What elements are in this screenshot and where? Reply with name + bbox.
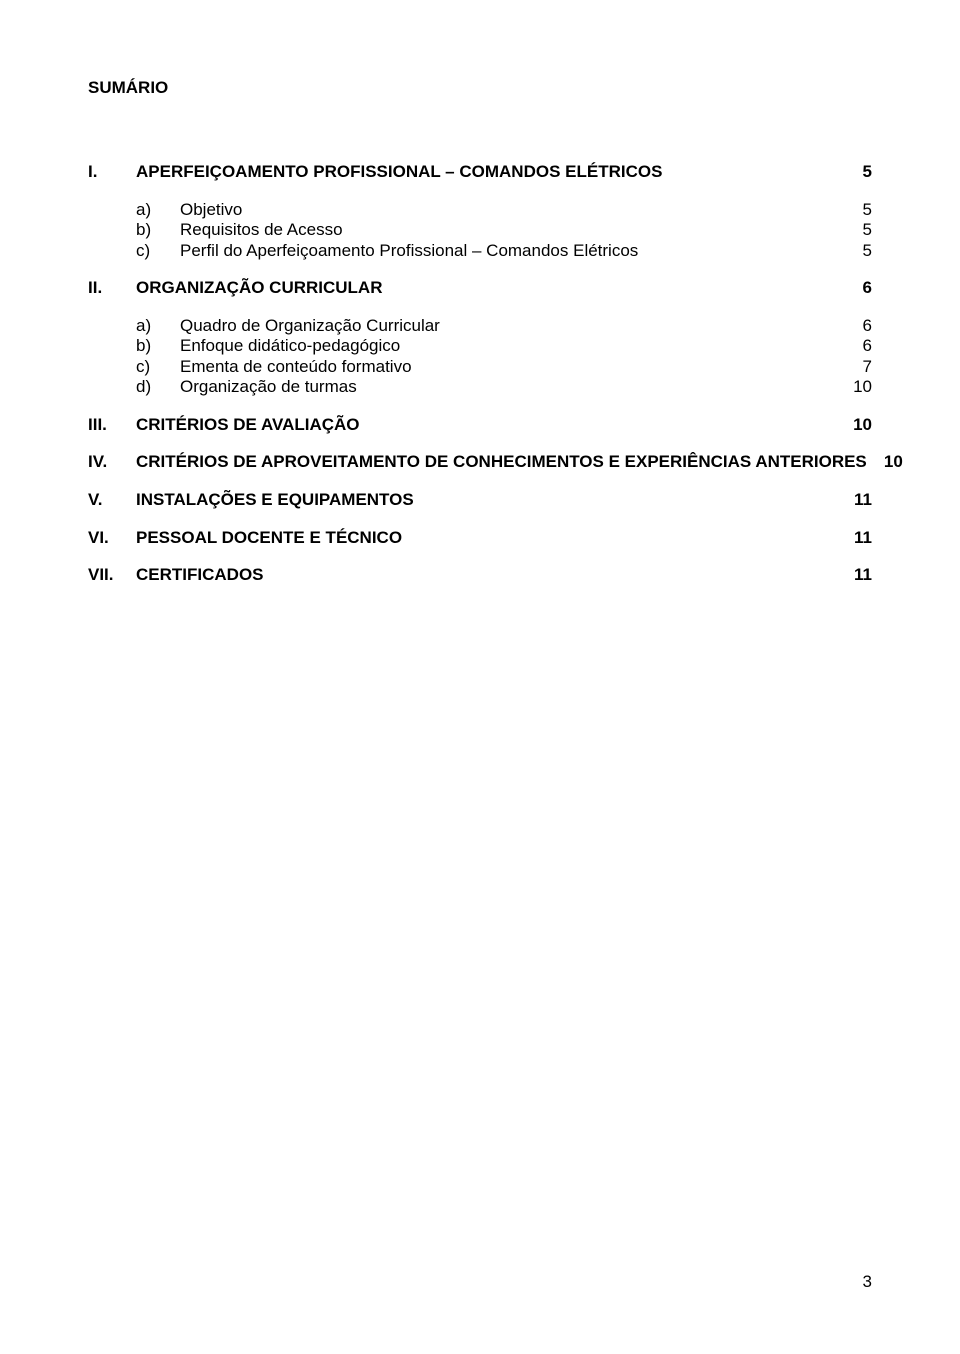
sumario-heading: SUMÁRIO (88, 78, 872, 98)
toc-title: APERFEIÇOAMENTO PROFISSIONAL – COMANDOS … (136, 162, 662, 182)
toc-title: Quadro de Organização Curricular (180, 316, 440, 336)
toc-page: 5 (844, 220, 872, 240)
toc-marker: I. (88, 162, 136, 182)
toc-title: CERTIFICADOS (136, 565, 264, 585)
toc-entry-ii-c: c) Ementa de conteúdo formativo 7 (88, 357, 872, 377)
toc-title: Objetivo (180, 200, 242, 220)
toc-marker: d) (136, 377, 180, 397)
toc-marker: IV. (88, 452, 136, 472)
toc-marker: II. (88, 278, 136, 298)
toc-entry-ii: II. ORGANIZAÇÃO CURRICULAR 6 (88, 278, 872, 298)
toc-title: INSTALAÇÕES E EQUIPAMENTOS (136, 490, 414, 510)
toc-title: Enfoque didático-pedagógico (180, 336, 400, 356)
toc-title: CRITÉRIOS DE AVALIAÇÃO (136, 415, 360, 435)
toc-marker: VII. (88, 565, 136, 585)
toc-entry-vii: VII. CERTIFICADOS 11 (88, 565, 872, 585)
toc-title: Ementa de conteúdo formativo (180, 357, 412, 377)
toc-page: 6 (844, 316, 872, 336)
toc-title: Organização de turmas (180, 377, 357, 397)
toc-entry-ii-b: b) Enfoque didático-pedagógico 6 (88, 336, 872, 356)
toc-entry-i-a: a) Objetivo 5 (88, 200, 872, 220)
toc-marker: III. (88, 415, 136, 435)
toc-entry-vi: VI. PESSOAL DOCENTE E TÉCNICO 11 (88, 528, 872, 548)
toc-entry-ii-d: d) Organização de turmas 10 (88, 377, 872, 397)
toc-entry-v: V. INSTALAÇÕES E EQUIPAMENTOS 11 (88, 490, 872, 510)
toc-page: 11 (844, 528, 872, 548)
toc-page: 7 (844, 357, 872, 377)
toc-marker: VI. (88, 528, 136, 548)
toc-page: 6 (844, 278, 872, 298)
toc-entry-i: I. APERFEIÇOAMENTO PROFISSIONAL – COMAND… (88, 162, 872, 182)
toc-marker: c) (136, 357, 180, 377)
toc-page: 6 (844, 336, 872, 356)
toc-title: PESSOAL DOCENTE E TÉCNICO (136, 528, 402, 548)
toc-entry-iii: III. CRITÉRIOS DE AVALIAÇÃO 10 (88, 415, 872, 435)
toc-page: 5 (844, 200, 872, 220)
toc-title: Requisitos de Acesso (180, 220, 343, 240)
toc-title: ORGANIZAÇÃO CURRICULAR (136, 278, 382, 298)
toc-marker: b) (136, 220, 180, 240)
toc-page: 10 (844, 415, 872, 435)
toc-entry-iv: IV. CRITÉRIOS DE APROVEITAMENTO DE CONHE… (88, 452, 872, 472)
toc-marker: V. (88, 490, 136, 510)
toc-marker: b) (136, 336, 180, 356)
toc-marker: c) (136, 241, 180, 261)
toc-title: Perfil do Aperfeiçoamento Profissional –… (180, 241, 638, 261)
page: SUMÁRIO I. APERFEIÇOAMENTO PROFISSIONAL … (0, 0, 960, 1354)
toc-page: 5 (844, 162, 872, 182)
toc-page: 11 (844, 565, 872, 585)
toc-title: CRITÉRIOS DE APROVEITAMENTO DE CONHECIME… (136, 452, 867, 472)
footer-page-number: 3 (863, 1272, 872, 1292)
toc-page: 5 (844, 241, 872, 261)
toc-page: 10 (844, 377, 872, 397)
toc-marker: a) (136, 316, 180, 336)
toc-page: 11 (844, 490, 872, 510)
toc-entry-ii-a: a) Quadro de Organização Curricular 6 (88, 316, 872, 336)
toc-entry-i-b: b) Requisitos de Acesso 5 (88, 220, 872, 240)
toc-marker: a) (136, 200, 180, 220)
toc-entry-i-c: c) Perfil do Aperfeiçoamento Profissiona… (88, 241, 872, 261)
toc-page: 10 (875, 452, 903, 472)
